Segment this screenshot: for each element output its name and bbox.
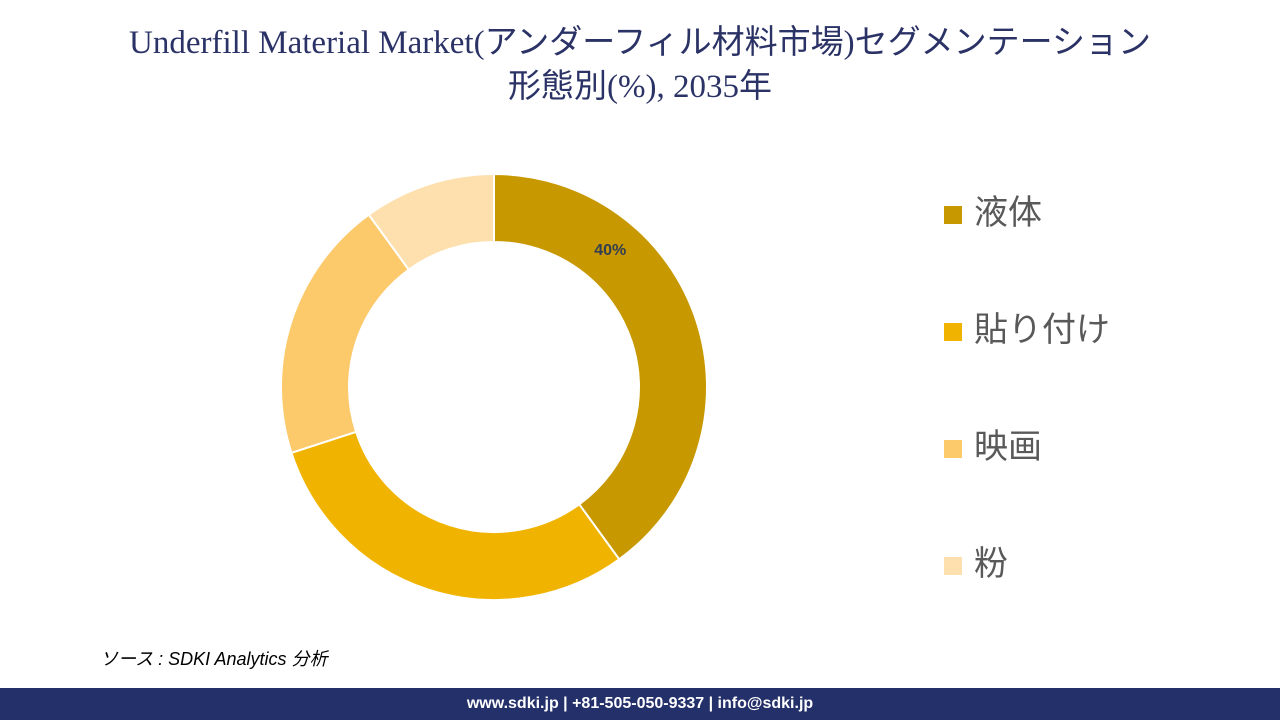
source-note: ソース : SDKI Analytics 分析 <box>100 649 329 669</box>
legend-label: 粉 <box>974 545 1008 583</box>
chart-subtitle: 形態別(%), 2035年 <box>508 68 772 105</box>
donut-segment <box>290 430 621 601</box>
legend-swatch <box>944 323 962 341</box>
legend-label: 映画 <box>974 428 1042 466</box>
chart-title: Underfill Material Market(アンダーフィル材料市場)セグ… <box>129 24 1151 61</box>
legend-swatch <box>944 557 962 575</box>
legend-swatch <box>944 206 962 224</box>
donut-segment <box>280 213 411 455</box>
footer-text: www.sdki.jp | +81-505-050-9337 | info@sd… <box>466 695 814 712</box>
legend-label: 貼り付け <box>974 311 1110 349</box>
donut-segment <box>367 172 495 272</box>
legend-swatch <box>944 440 962 458</box>
footer-bar <box>0 688 1280 720</box>
value-label: 40% <box>594 242 626 259</box>
donut-segment <box>493 172 708 561</box>
legend-label: 液体 <box>974 194 1042 232</box>
